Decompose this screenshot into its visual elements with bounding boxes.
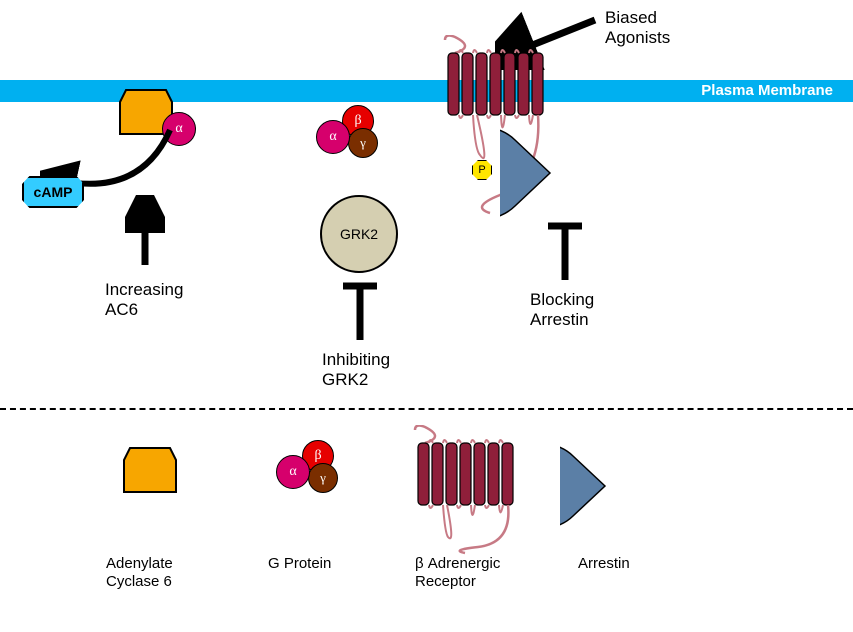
camp-box: cAMP [22, 176, 84, 208]
gprotein-gamma-2: γ [348, 128, 378, 158]
increasing-ac6-label: Increasing AC6 [105, 280, 183, 321]
increasing-ac6-arrow-icon [125, 195, 165, 270]
legend-ac6-label: Adenylate Cyclase 6 [106, 555, 173, 591]
inhibit-grk2-arrow-icon [335, 278, 385, 346]
arrestin-1 [500, 126, 600, 221]
gprotein-alpha-2: α [316, 120, 350, 154]
block-arrestin-arrow-icon [540, 218, 590, 286]
legend-ac6-shape [122, 442, 178, 494]
biased-agonists-label: Biased Agonists [605, 8, 670, 49]
legend-gprotein-alpha: α [276, 455, 310, 489]
legend-receptor-label: β Adrenergic Receptor [415, 555, 500, 591]
phosphate-icon: P [472, 160, 492, 180]
blocking-arrestin-label: Blocking Arrestin [530, 290, 594, 331]
legend-arrestin [560, 443, 650, 529]
legend-gprotein-label: G Protein [268, 555, 331, 573]
legend-receptor [400, 425, 540, 555]
diagram-canvas: Plasma Membrane Biased Agonists P Bloc [0, 0, 853, 632]
grk2-circle: GRK2 [320, 195, 398, 273]
legend-arrestin-label: Arrestin [578, 555, 630, 573]
divider-line [0, 408, 853, 410]
legend-gprotein-gamma: γ [308, 463, 338, 493]
inhibiting-grk2-label: Inhibiting GRK2 [322, 350, 390, 391]
